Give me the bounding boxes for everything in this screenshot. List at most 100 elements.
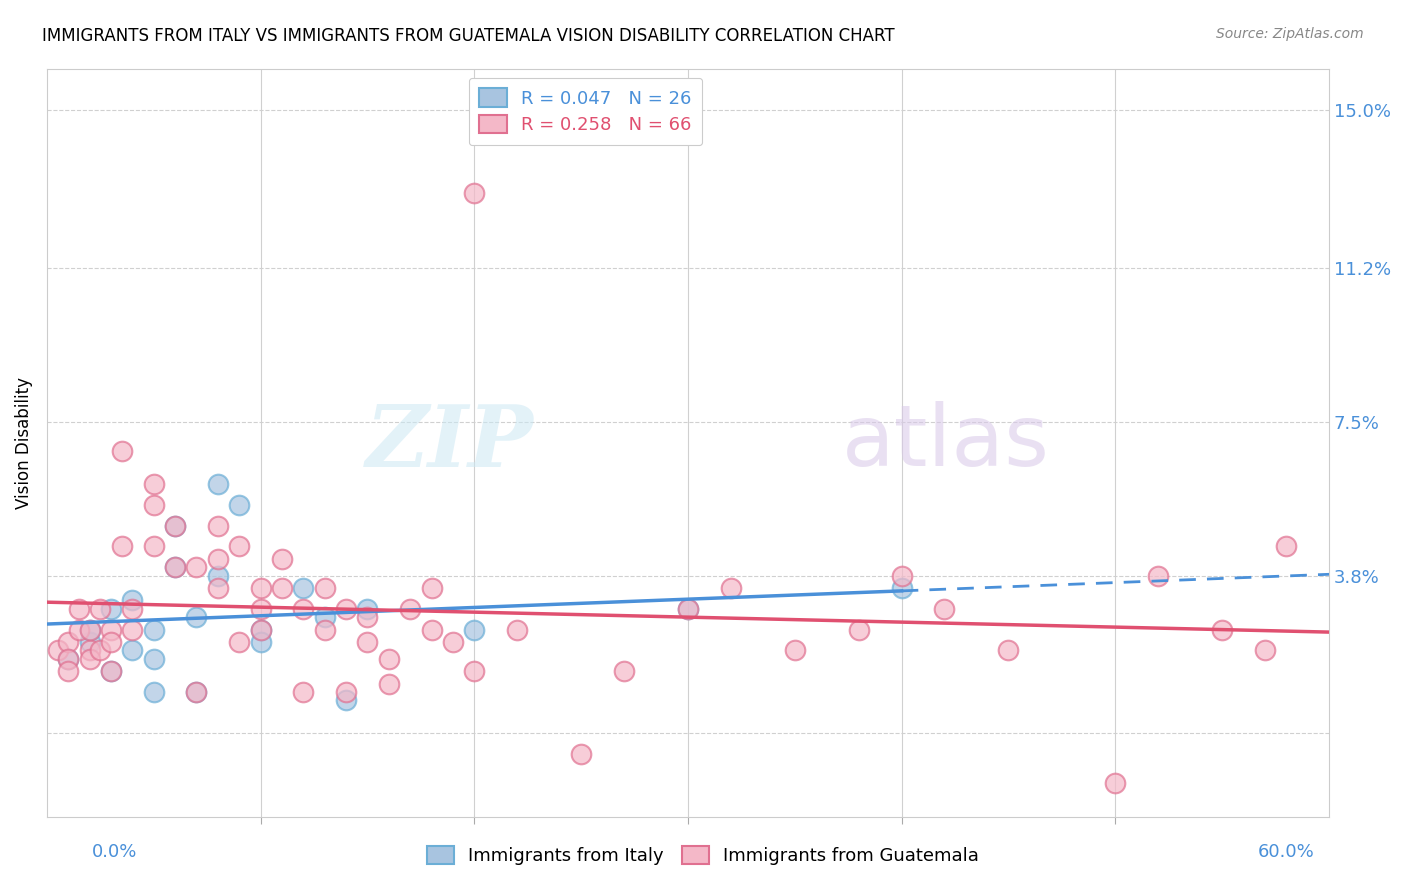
- Point: [314, 581, 336, 595]
- Point: [1254, 643, 1277, 657]
- Point: [378, 676, 401, 690]
- Text: Source: ZipAtlas.com: Source: ZipAtlas.com: [1216, 27, 1364, 41]
- Point: [1104, 776, 1126, 790]
- Point: [58, 651, 80, 665]
- Point: [1275, 540, 1298, 554]
- Point: [613, 664, 636, 678]
- Point: [111, 443, 134, 458]
- Point: [441, 635, 464, 649]
- Point: [142, 623, 165, 637]
- Point: [121, 643, 143, 657]
- Point: [67, 623, 90, 637]
- Point: [186, 685, 208, 699]
- Point: [165, 518, 187, 533]
- Point: [207, 568, 229, 582]
- Text: IMMIGRANTS FROM ITALY VS IMMIGRANTS FROM GUATEMALA VISION DISABILITY CORRELATION: IMMIGRANTS FROM ITALY VS IMMIGRANTS FROM…: [42, 27, 894, 45]
- Y-axis label: Vision Disability: Vision Disability: [15, 376, 32, 508]
- Point: [997, 643, 1019, 657]
- Point: [207, 581, 229, 595]
- Point: [121, 593, 143, 607]
- Point: [356, 610, 378, 624]
- Point: [676, 601, 699, 615]
- Point: [335, 693, 357, 707]
- Point: [420, 623, 443, 637]
- Point: [121, 623, 143, 637]
- Point: [111, 540, 134, 554]
- Point: [79, 623, 101, 637]
- Text: 60.0%: 60.0%: [1258, 843, 1315, 861]
- Point: [506, 623, 529, 637]
- Point: [79, 643, 101, 657]
- Point: [89, 601, 111, 615]
- Point: [249, 581, 271, 595]
- Text: 0.0%: 0.0%: [91, 843, 136, 861]
- Point: [228, 635, 250, 649]
- Point: [186, 685, 208, 699]
- Point: [720, 581, 742, 595]
- Point: [249, 623, 271, 637]
- Point: [67, 601, 90, 615]
- Point: [100, 664, 122, 678]
- Point: [463, 186, 485, 201]
- Point: [271, 581, 294, 595]
- Text: ZIP: ZIP: [366, 401, 534, 484]
- Point: [356, 635, 378, 649]
- Point: [89, 643, 111, 657]
- Point: [292, 581, 315, 595]
- Point: [79, 623, 101, 637]
- Point: [378, 651, 401, 665]
- Point: [142, 651, 165, 665]
- Point: [186, 560, 208, 574]
- Point: [165, 560, 187, 574]
- Legend: Immigrants from Italy, Immigrants from Guatemala: Immigrants from Italy, Immigrants from G…: [418, 837, 988, 874]
- Point: [142, 685, 165, 699]
- Point: [783, 643, 806, 657]
- Point: [142, 498, 165, 512]
- Point: [890, 568, 912, 582]
- Point: [356, 601, 378, 615]
- Point: [165, 518, 187, 533]
- Point: [271, 552, 294, 566]
- Point: [848, 623, 870, 637]
- Point: [100, 635, 122, 649]
- Point: [207, 552, 229, 566]
- Point: [314, 623, 336, 637]
- Point: [58, 635, 80, 649]
- Point: [314, 610, 336, 624]
- Point: [121, 601, 143, 615]
- Point: [58, 664, 80, 678]
- Point: [142, 477, 165, 491]
- Point: [676, 601, 699, 615]
- Point: [100, 601, 122, 615]
- Legend: R = 0.047   N = 26, R = 0.258   N = 66: R = 0.047 N = 26, R = 0.258 N = 66: [468, 78, 702, 145]
- Point: [58, 651, 80, 665]
- Point: [228, 540, 250, 554]
- Point: [142, 540, 165, 554]
- Point: [186, 610, 208, 624]
- Point: [207, 518, 229, 533]
- Point: [569, 747, 592, 762]
- Point: [79, 651, 101, 665]
- Point: [207, 477, 229, 491]
- Point: [100, 623, 122, 637]
- Text: atlas: atlas: [842, 401, 1050, 484]
- Point: [890, 581, 912, 595]
- Point: [1211, 623, 1233, 637]
- Point: [100, 664, 122, 678]
- Point: [399, 601, 422, 615]
- Point: [1147, 568, 1170, 582]
- Point: [292, 601, 315, 615]
- Point: [292, 685, 315, 699]
- Point: [46, 643, 69, 657]
- Point: [249, 635, 271, 649]
- Point: [165, 560, 187, 574]
- Point: [249, 601, 271, 615]
- Point: [228, 498, 250, 512]
- Point: [249, 623, 271, 637]
- Point: [463, 623, 485, 637]
- Point: [420, 581, 443, 595]
- Point: [335, 685, 357, 699]
- Point: [79, 635, 101, 649]
- Point: [335, 601, 357, 615]
- Point: [463, 664, 485, 678]
